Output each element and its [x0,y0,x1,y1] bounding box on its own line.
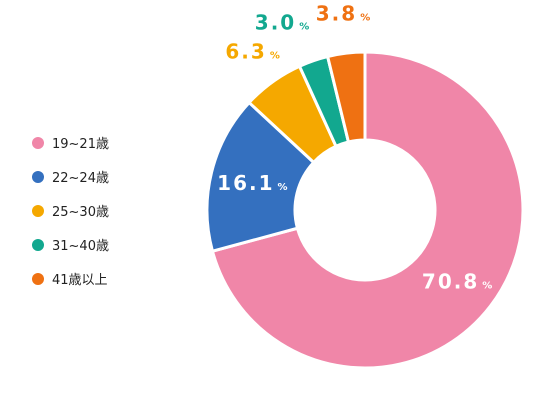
data-label-1: 70.8% [422,270,492,294]
legend-marker-2 [32,171,44,183]
legend-label-4: 31~40歳 [52,239,109,254]
data-label-2: 16.1% [217,171,287,195]
legend-label-2: 22~24歳 [52,171,109,186]
slice-1 [210,50,525,370]
slice-2 [205,101,316,253]
legend-marker-5 [32,273,44,285]
donut-slices [205,50,525,370]
data-label-4: 3.0% [255,11,309,35]
legend-label-1: 19~21歳 [52,137,109,152]
legend-marker-3 [32,205,44,217]
data-label-3: 6.3% [225,39,279,63]
legend: 19~21歳 22~24歳 25~30歳 31~40歳 41歳以上 [32,137,109,288]
data-label-5: 3.8% [316,1,370,25]
slice-5 [326,50,367,144]
legend-label-3: 25~30歳 [52,205,109,220]
legend-marker-1 [32,137,44,149]
legend-marker-4 [32,239,44,251]
data-labels: 70.8 % 16.1 % 6.3 % 3.0 % 3.8% [217,1,492,293]
legend-label-5: 41歳以上 [52,273,108,288]
